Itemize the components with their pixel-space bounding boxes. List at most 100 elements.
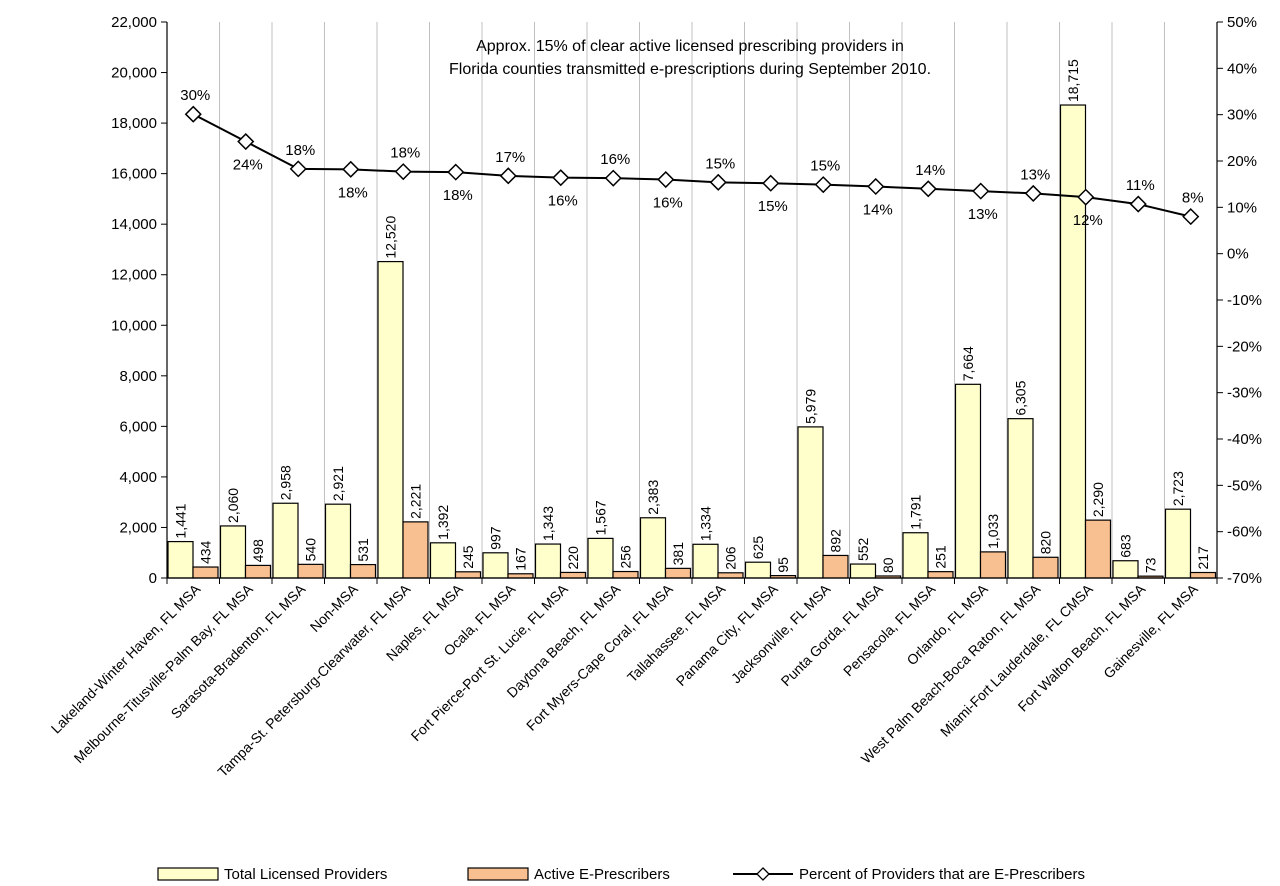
legend-swatch-total — [157, 867, 219, 881]
y-tick-label: 6,000 — [119, 418, 157, 435]
category-label: Punta Gorda, FL MSA — [778, 580, 887, 689]
percent-point — [447, 163, 465, 181]
bar-active-e-prescribers — [244, 564, 272, 579]
category-label: Panama City, FL MSA — [673, 580, 782, 689]
percent-point — [1129, 195, 1147, 213]
category-label: Gainesville, FL MSA — [1100, 580, 1201, 681]
bar-total-licensed-providers — [692, 543, 719, 579]
legend-swatch-active — [467, 867, 529, 881]
data-label-active: 251 — [933, 545, 949, 569]
percent-label: 11% — [1126, 177, 1155, 194]
legend-label-percent: Percent of Providers that are E-Prescrib… — [799, 866, 1085, 883]
bar-total-licensed-providers — [324, 503, 352, 579]
percent-label: 17% — [495, 149, 525, 166]
y-tick-label: 18,000 — [111, 115, 157, 132]
bar-total-licensed-providers — [272, 502, 299, 579]
chart-annotation: Approx. 15% of clear active licensed pre… — [449, 38, 931, 78]
y2-tick-label: -40% — [1227, 431, 1262, 448]
y2-tick-label: 20% — [1227, 153, 1257, 170]
data-label-active: 2,290 — [1090, 482, 1106, 517]
data-label-active: 531 — [355, 538, 371, 562]
legend-marker-percent — [756, 867, 770, 881]
data-label-active: 892 — [828, 529, 844, 553]
bar-total-licensed-providers — [1007, 418, 1034, 579]
bar-total-licensed-providers — [797, 426, 824, 579]
percent-point — [604, 169, 622, 187]
bar-total-licensed-providers — [1164, 508, 1192, 579]
percent-label: 18% — [390, 145, 420, 162]
percent-label: 12% — [1073, 212, 1103, 229]
data-label-active: 498 — [250, 539, 266, 563]
data-label-total: 1,334 — [698, 506, 714, 541]
bar-total-licensed-providers — [167, 540, 194, 579]
data-label-total: 2,921 — [330, 466, 346, 501]
data-label-active: 434 — [198, 540, 214, 564]
bar-total-licensed-providers — [1112, 560, 1139, 579]
data-label-total: 997 — [488, 526, 504, 550]
bars — [167, 104, 1217, 579]
percent-label: 8% — [1182, 190, 1204, 207]
data-label-total: 5,979 — [803, 389, 819, 424]
percent-label: 15% — [758, 198, 788, 215]
percent-label: 13% — [1020, 166, 1050, 183]
percent-label: 18% — [285, 142, 315, 159]
annotation-line: Florida counties transmitted e-prescript… — [449, 61, 931, 78]
percent-point — [814, 176, 832, 194]
category-label: Pensacola, FL MSA — [840, 580, 939, 679]
bar-total-licensed-providers — [429, 542, 457, 579]
percent-point — [499, 167, 517, 185]
y2-tick-label: -70% — [1227, 570, 1262, 587]
y2-tick-label: -50% — [1227, 477, 1262, 494]
y-tick-label: 22,000 — [111, 14, 157, 31]
y-tick-label: 20,000 — [111, 65, 157, 82]
bar-total-licensed-providers — [534, 543, 562, 579]
bar-active-e-prescribers — [1084, 519, 1112, 579]
data-label-active: 217 — [1195, 546, 1211, 570]
data-label-total: 1,441 — [173, 503, 189, 538]
data-label-total: 1,791 — [908, 494, 924, 529]
percent-point — [1077, 188, 1095, 206]
y-tick-label: 16,000 — [111, 166, 157, 183]
bar-total-licensed-providers — [219, 525, 247, 579]
data-label-total: 552 — [855, 537, 871, 561]
bar-total-licensed-providers — [744, 561, 772, 579]
bar-active-e-prescribers — [822, 554, 849, 579]
data-label-total: 2,958 — [278, 465, 294, 500]
data-label-total: 625 — [750, 536, 766, 560]
data-label-active: 381 — [670, 542, 686, 566]
percent-point — [289, 160, 307, 178]
bar-total-licensed-providers — [849, 563, 877, 579]
bar-active-e-prescribers — [717, 572, 744, 579]
bar-active-e-prescribers — [979, 551, 1007, 579]
data-label-active: 167 — [513, 547, 529, 571]
y-tick-label: 4,000 — [119, 469, 157, 486]
bar-total-licensed-providers — [954, 383, 982, 579]
bar-active-e-prescribers — [507, 573, 534, 579]
percent-label: 18% — [443, 187, 473, 204]
data-label-total: 683 — [1118, 534, 1134, 558]
percent-label: 15% — [810, 158, 840, 175]
bar-active-e-prescribers — [1032, 556, 1059, 579]
percent-label: 14% — [915, 162, 945, 179]
legend-label-total: Total Licensed Providers — [224, 866, 387, 883]
percent-label: 14% — [863, 201, 893, 218]
data-label-total: 18,715 — [1065, 59, 1081, 102]
bar-total-licensed-providers — [587, 537, 614, 579]
y2-tick-label: -20% — [1227, 338, 1262, 355]
percent-label: 16% — [548, 193, 578, 210]
percent-point — [237, 132, 255, 151]
data-label-total: 7,664 — [960, 346, 976, 381]
data-label-active: 1,033 — [985, 514, 1001, 549]
percent-point — [394, 163, 412, 181]
y-tick-label: 12,000 — [111, 267, 157, 284]
data-label-active: 206 — [723, 546, 739, 570]
percent-label: 16% — [600, 151, 630, 168]
percent-point — [972, 182, 990, 200]
data-label-active: 820 — [1038, 531, 1054, 555]
percent-point — [552, 169, 570, 187]
category-label: Jacksonville, FL MSA — [728, 580, 834, 686]
y2-tick-label: -60% — [1227, 524, 1262, 541]
bar-active-e-prescribers — [559, 571, 587, 579]
percent-point — [1182, 208, 1200, 226]
